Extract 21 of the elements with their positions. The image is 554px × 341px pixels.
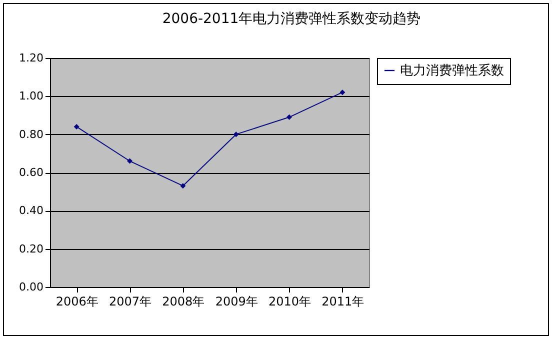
x-tick-label: 2010年 — [268, 294, 312, 308]
x-tick-label: 2007年 — [108, 294, 152, 308]
y-tick-label: 0.00 — [19, 280, 44, 294]
x-tick-label: 2008年 — [162, 294, 205, 308]
y-tick-label: 0.40 — [19, 204, 44, 218]
chart-title: 2006-2011年电力消费弹性系数变动趋势 — [162, 11, 421, 27]
point — [74, 124, 80, 130]
point — [127, 158, 132, 164]
x-tick-label: 2009年 — [215, 294, 258, 308]
y-tick-label: 0.80 — [19, 128, 44, 141]
x-tick-label: 2011年 — [322, 294, 364, 308]
point — [180, 183, 186, 189]
y-tick-label: 1.00 — [19, 90, 44, 103]
x-tick-label: 2006年 — [56, 294, 98, 308]
point — [340, 90, 346, 96]
legend-label: 电力消费弹性系数 — [400, 64, 504, 78]
point — [233, 132, 239, 138]
y-tick-label: 0.20 — [19, 242, 44, 256]
point — [286, 114, 292, 120]
y-tick-label: 0.60 — [19, 166, 44, 179]
y-tick-label: 1.20 — [19, 52, 44, 64]
